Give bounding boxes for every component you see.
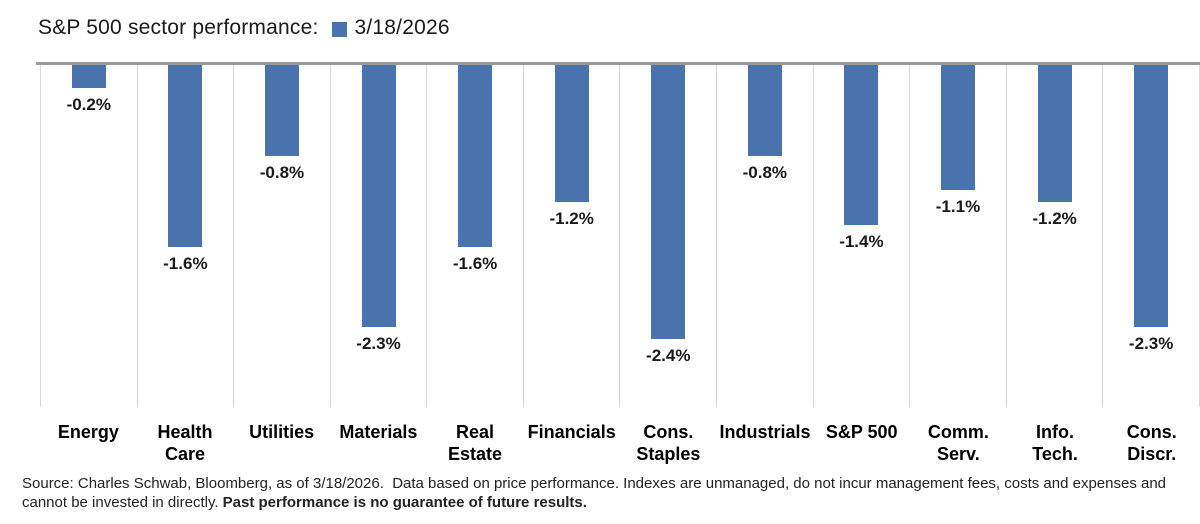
bar-cons-discr [1134,65,1169,327]
bar-materials [361,65,396,327]
bar-value-label-real-estate: -1.6% [452,254,498,273]
bar-comm-serv [940,65,975,190]
bar-financials [554,65,589,202]
category-label-cons-discr: Cons. Discr. [1126,422,1177,464]
bar-real-estate [458,65,493,247]
bar-columns: -0.2% -1.6% -0.8% -2.3% -1.6% -1.2% -2.4% -0.8%… [40,65,1200,407]
chart-column-real-estate: -1.6% [426,65,523,407]
chart-column-comm-serv: -1.1% [909,65,1006,407]
category-label-real-estate: Real Estate [448,422,503,464]
bar-value-label-industrials: -0.8% [742,163,788,182]
bar-s-p-500 [844,65,879,225]
category-label-s-p-500: S&P 500 [825,422,898,442]
bar-value-label-info-tech: -1.2% [1032,209,1077,228]
chart-title: S&P 500 sector performance: [38,16,319,39]
chart-column-utilities: -0.8% [233,65,330,407]
bar-info-tech [1037,65,1072,202]
category-label-energy: Energy [57,422,119,442]
source-note: Source: Charles Schwab, Bloomberg, as of… [22,474,1190,512]
category-label-industrials: Industrials [719,422,811,442]
category-label-info-tech: Info. Tech. [1032,422,1078,464]
category-axis: Energy Health Care Utilities Materials Real … [40,421,1200,465]
bar-value-label-energy: -0.2% [66,95,111,114]
chart-column-s-p-500: -1.4% [812,65,910,407]
bar-energy [71,65,106,88]
chart-column-info-tech: -1.2% [1005,65,1103,407]
chart-column-energy: -0.2% [40,65,137,407]
chart-column-materials: -2.3% [329,65,427,407]
category-label-health-care: Health Care [157,422,213,464]
zero-axis-line [36,62,1200,65]
chart-column-cons-discr: -2.3% [1102,65,1200,407]
bar-value-label-utilities: -0.8% [259,163,305,182]
source-note-line2: cannot be invested in directly. Past per… [22,493,1190,512]
bar-value-label-cons-staples: -2.4% [646,346,691,365]
legend-swatch-icon [331,21,347,37]
bar-value-label-materials: -2.3% [356,334,401,353]
category-label-comm-serv: Comm. Serv. [927,422,989,464]
bar-utilities [264,65,299,156]
bar-cons-staples [651,65,686,339]
category-label-materials: Materials [339,422,418,442]
category-label-financials: Financials [527,422,616,442]
chart-column-cons-staples: -2.4% [619,65,716,407]
chart-header: S&P 500 sector performance: 3/18/2026 [38,16,450,40]
chart-column-health-care: -1.6% [136,65,234,407]
bar-value-label-financials: -1.2% [549,209,594,228]
bar-industrials [747,65,782,156]
bar-value-label-s-p-500: -1.4% [839,232,884,251]
chart-column-financials: -1.2% [522,65,620,407]
legend-date-label: 3/18/2026 [354,16,450,39]
bar-value-label-health-care: -1.6% [163,254,208,273]
category-label-cons-staples: Cons. Staples [636,422,701,464]
source-note-line1: Source: Charles Schwab, Bloomberg, as of… [22,475,1167,492]
chart-column-industrials: -0.8% [716,65,813,407]
plot-area: -0.2% -1.6% -0.8% -2.3% -1.6% -1.2% -2.4% -0.8%… [36,62,1200,407]
disclaimer-bold: Past performance is no guarantee of futu… [222,494,587,511]
bar-health-care [168,65,203,247]
bar-value-label-comm-serv: -1.1% [935,197,981,216]
bar-value-label-cons-discr: -2.3% [1128,334,1174,353]
source-note-line2-regular: cannot be invested in directly. [22,494,223,511]
category-label-utilities: Utilities [249,422,315,442]
